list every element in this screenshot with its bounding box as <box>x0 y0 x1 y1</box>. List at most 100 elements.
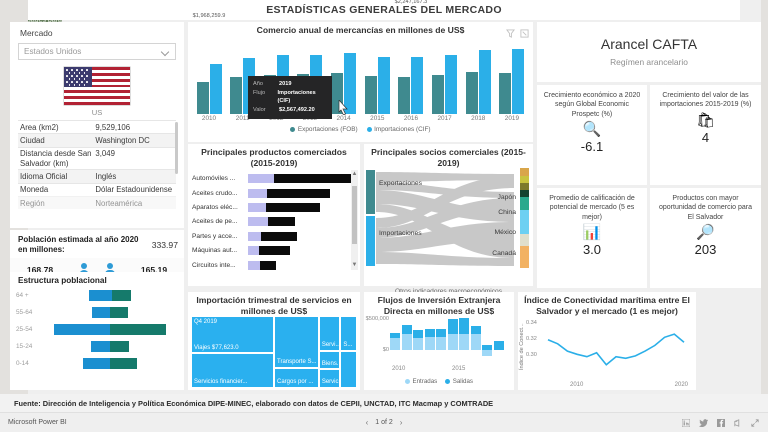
product-row[interactable]: Automóviles ... <box>192 171 356 185</box>
fdi-bar-salidas[interactable] <box>470 326 481 334</box>
chevron-up-icon[interactable]: ▲ <box>351 171 358 178</box>
linkedin-icon[interactable] <box>681 414 691 432</box>
share-icon[interactable] <box>734 414 742 432</box>
sankey-node-exportaciones[interactable] <box>366 170 375 214</box>
bar-importaciones[interactable] <box>445 54 458 114</box>
fdi-bar-salidas[interactable] <box>413 329 423 338</box>
trade-bar-group[interactable]: $2,567,492.2 <box>463 50 493 114</box>
pyramid-bar-female[interactable] <box>54 324 110 335</box>
fdi-bar-group[interactable] <box>482 318 492 364</box>
treemap-tile[interactable]: S... <box>340 316 357 351</box>
treemap-tile[interactable] <box>340 350 357 388</box>
product-bar-segment-b[interactable] <box>265 202 320 212</box>
trade-bar-group[interactable] <box>497 49 527 114</box>
twitter-icon[interactable] <box>699 414 709 432</box>
fdi-bar-entradas[interactable] <box>436 336 446 350</box>
sankey-node-japon[interactable] <box>520 190 529 197</box>
fdi-bar-entradas[interactable] <box>447 334 458 350</box>
product-bar-segment-b[interactable] <box>268 217 295 227</box>
bar-importaciones[interactable] <box>377 56 390 114</box>
products-scrollbar[interactable]: ▲ ▼ <box>351 170 358 271</box>
sankey-node-mexico[interactable] <box>520 210 529 234</box>
bar-importaciones[interactable] <box>411 57 424 114</box>
bar-exportaciones[interactable] <box>398 77 411 114</box>
product-row[interactable]: Partes y acce... <box>192 229 356 243</box>
fdi-bar-entradas[interactable] <box>470 333 481 350</box>
filter-icon[interactable] <box>506 25 515 43</box>
product-bar-segment-a[interactable] <box>248 231 262 241</box>
pyramid-chart[interactable]: 64 + 55-64 25-54 15-24 0-14 <box>10 287 184 372</box>
product-bar-segment-b[interactable] <box>261 231 298 241</box>
legend-item-salidas[interactable]: Salidas <box>445 378 473 385</box>
market-dropdown[interactable]: Estados Unidos <box>18 43 176 60</box>
pyramid-bar-male[interactable] <box>110 358 137 369</box>
legend-item-exportaciones[interactable]: Exportaciones (FOB) <box>290 126 358 133</box>
fdi-bar-entradas[interactable] <box>424 336 435 350</box>
product-bar-segment-b[interactable] <box>260 260 276 270</box>
product-bar-segment-b[interactable] <box>258 246 290 256</box>
chevron-right-icon[interactable]: › <box>399 418 403 427</box>
pyramid-row[interactable]: 25-54 <box>16 321 178 338</box>
product-bar-segment-a[interactable] <box>248 217 269 227</box>
sankey-chart[interactable]: Exportaciones Importaciones Japón China … <box>366 166 531 272</box>
fdi-bar-entradas[interactable] <box>390 337 400 350</box>
fdi-bar-salidas[interactable] <box>401 325 412 335</box>
product-bar-segment-a[interactable] <box>248 246 259 256</box>
pyramid-bar-female[interactable] <box>91 307 111 318</box>
fdi-bar-salidas[interactable] <box>459 318 469 335</box>
product-row[interactable]: Aceites de pe... <box>192 215 356 229</box>
fdi-bar-group[interactable] <box>459 318 469 364</box>
product-bar-segment-a[interactable] <box>248 202 266 212</box>
product-row[interactable]: Máquinas aut... <box>192 243 356 257</box>
treemap-tile[interactable]: Transporte S... <box>274 316 319 368</box>
sankey-node-right-2[interactable] <box>520 176 529 183</box>
services-treemap[interactable]: Q4 2019 Viajes $77,623.0 Servicios finan… <box>191 316 357 388</box>
pyramid-row[interactable]: 55-64 <box>16 304 178 321</box>
legend-item-entradas[interactable]: Entradas <box>404 378 437 385</box>
bar-exportaciones[interactable] <box>196 81 209 114</box>
product-bar-segment-a[interactable] <box>248 174 275 184</box>
bar-importaciones[interactable] <box>478 50 491 114</box>
fdi-bar-entradas[interactable] <box>413 337 423 350</box>
treemap-tile[interactable]: Servic... <box>318 369 341 388</box>
fdi-bar-group[interactable] <box>493 318 504 364</box>
pyramid-bar-female[interactable] <box>88 290 112 301</box>
fdi-bar-group[interactable] <box>401 318 412 364</box>
product-bar-segment-a[interactable] <box>248 260 260 270</box>
fdi-bar-salidas[interactable] <box>390 332 400 338</box>
fullscreen-icon[interactable] <box>751 414 759 432</box>
fdi-bar-group[interactable] <box>470 318 481 364</box>
pyramid-row[interactable]: 15-24 <box>16 338 178 355</box>
fdi-bar-salidas[interactable] <box>447 318 458 335</box>
facebook-icon[interactable] <box>717 414 725 432</box>
fdi-bar-salidas[interactable] <box>493 341 504 350</box>
treemap-tile[interactable]: Q4 2019 Viajes $77,623.0 <box>191 316 274 354</box>
fdi-bar-salidas[interactable] <box>436 328 446 337</box>
pyramid-bar-male[interactable] <box>109 341 130 352</box>
focus-mode-icon[interactable] <box>520 25 529 43</box>
pyramid-bar-female[interactable] <box>90 341 110 352</box>
fdi-legend[interactable]: Entradas Salidas <box>364 378 514 385</box>
fdi-bar-salidas[interactable] <box>482 345 492 350</box>
bar-importaciones[interactable] <box>512 49 525 114</box>
product-row[interactable]: Circuitos inte... <box>192 258 356 272</box>
treemap-tile[interactable]: Biens... <box>318 350 341 370</box>
fdi-bar-group[interactable] <box>436 318 446 364</box>
fdi-bar-entradas[interactable] <box>459 334 469 350</box>
trade-bars[interactable]: $1,968,259.9$2,334,677.7$2,410,855.5$2,2… <box>193 0 527 114</box>
sankey-node-right-3[interactable] <box>520 183 529 190</box>
pyramid-bar-female[interactable] <box>83 358 110 369</box>
connectivity-line-chart[interactable] <box>544 316 690 374</box>
treemap-tile[interactable]: Servi... <box>318 316 341 351</box>
trade-bar-group[interactable]: $2,247,167.3 <box>395 0 427 114</box>
product-row[interactable]: Aparatos eléc... <box>192 200 356 214</box>
bar-exportaciones[interactable] <box>230 76 243 114</box>
connectivity-line[interactable] <box>547 333 685 366</box>
sankey-node-china[interactable] <box>520 197 529 210</box>
sankey-node-right-1[interactable] <box>520 168 529 176</box>
pyramid-row[interactable]: 0-14 <box>16 355 178 372</box>
treemap-tile[interactable]: Servicios financier... <box>191 353 274 388</box>
pyramid-bar-male[interactable] <box>110 324 166 335</box>
pyramid-bar-male[interactable] <box>110 307 129 318</box>
fdi-bar-salidas[interactable] <box>424 328 435 337</box>
